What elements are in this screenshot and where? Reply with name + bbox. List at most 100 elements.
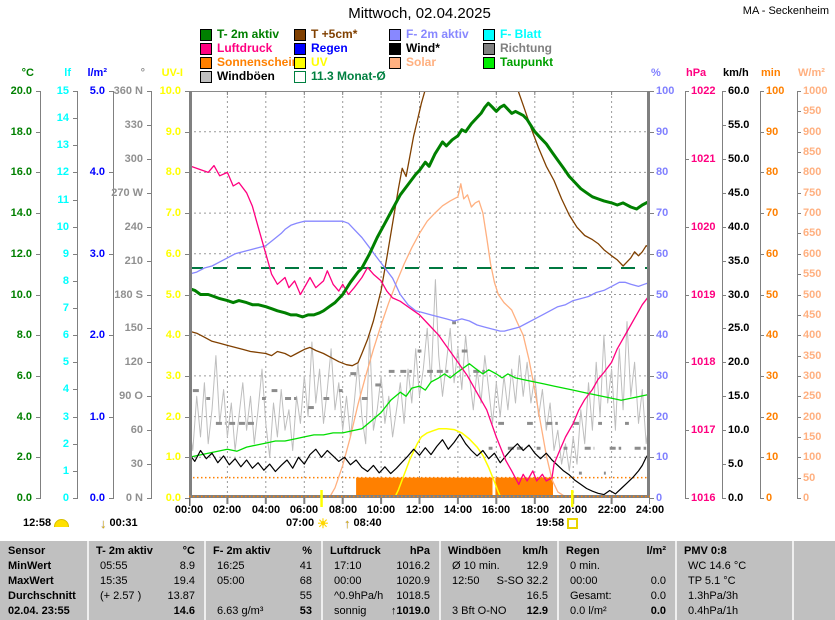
- legend-label: 11.3 Monat-Ø: [311, 69, 386, 83]
- axis-tick-label: 330: [124, 119, 143, 131]
- axis-tick: [185, 132, 189, 133]
- legend-swatch-T- 2m aktiv: [200, 29, 212, 41]
- table-cell-text: 17:10: [334, 560, 362, 572]
- table-header-unit: hPa: [409, 545, 430, 557]
- sunset-icon: [567, 517, 579, 529]
- legend-label: F- Blatt: [500, 27, 542, 41]
- axis-tick: [797, 315, 801, 316]
- legend-label: Taupunkt: [500, 55, 554, 69]
- axis-tick-label: 900: [803, 126, 822, 138]
- axis-tick: [685, 227, 689, 228]
- axis-tick: [685, 91, 689, 92]
- table-cell-text: sonnig: [334, 605, 367, 617]
- table-cell-text: 0 min.: [570, 560, 600, 572]
- axis-tick: [36, 172, 40, 173]
- axis-tick-label: 40: [766, 329, 779, 341]
- time-label: 00:00: [174, 504, 204, 516]
- axis-tick-label: 5: [62, 356, 69, 368]
- axis-tick: [73, 254, 77, 255]
- table-header: Luftdruck: [330, 545, 381, 557]
- time-label: 14:00: [443, 504, 473, 516]
- axis-tick: [760, 457, 764, 458]
- axis-tick-label: 2.0: [89, 329, 105, 341]
- axis-tick: [722, 193, 726, 194]
- axis-tick: [797, 111, 801, 112]
- axis-tick-label: 300: [803, 370, 822, 382]
- axis-tick: [797, 91, 801, 92]
- axis-unit-W/m²: W/m²: [798, 67, 825, 79]
- axis-tick-label: 11: [57, 194, 69, 206]
- axis-tick: [650, 213, 654, 214]
- axis-tick: [760, 254, 764, 255]
- axis-tick: [73, 417, 77, 418]
- legend-swatch-Regen: [294, 43, 306, 55]
- axis-tick: [797, 274, 801, 275]
- axis-tick-label: 0.0: [89, 492, 105, 504]
- axis-tick-label: 240: [124, 221, 143, 233]
- legend-swatch-Windböen: [200, 71, 212, 83]
- axis-tick: [722, 328, 726, 329]
- axis-tick: [185, 457, 189, 458]
- time-label: 02:00: [212, 504, 242, 516]
- time-label: 22:00: [597, 504, 627, 516]
- axis-line: [77, 91, 78, 499]
- table-separator: [87, 541, 89, 620]
- moonset-label: ↓ 00:31: [100, 517, 138, 530]
- legend-label: Solar: [406, 55, 437, 69]
- axis-line: [151, 91, 152, 499]
- axis-tick-label: 30: [766, 370, 779, 382]
- table-cell-value: 41: [299, 560, 312, 572]
- axis-tick: [109, 498, 113, 499]
- axis-tick-label: 14: [56, 112, 69, 124]
- axis-unit-l/m²: l/m²: [87, 67, 107, 79]
- axis-tick: [650, 498, 654, 499]
- axis-tick-label: 20: [656, 411, 669, 423]
- axis-tick-label: 4.0: [16, 411, 32, 423]
- axis-tick: [760, 376, 764, 377]
- legend-label: Regen: [311, 41, 348, 55]
- axis-tick-label: 400: [803, 329, 822, 341]
- axis-tick: [797, 335, 801, 336]
- table-cell-value: S-SO 32.2: [496, 575, 548, 587]
- axis-tick: [760, 172, 764, 173]
- axis-tick-label: 8.0: [16, 329, 32, 341]
- axis-tick: [36, 295, 40, 296]
- axis-tick-label: 1016: [691, 492, 716, 504]
- axis-tick-label: 12: [56, 166, 69, 178]
- culmination-icon: [54, 519, 70, 527]
- sunrise-icon: ☀: [317, 515, 329, 531]
- legend-swatch-UV: [294, 57, 306, 69]
- axis-tick: [650, 376, 654, 377]
- axis-tick-label: 550: [803, 268, 822, 280]
- axis-tick: [760, 417, 764, 418]
- axis-tick-label: 0: [62, 492, 69, 504]
- axis-tick-label: 850: [803, 146, 822, 158]
- axis-tick-label: 1018: [691, 356, 716, 368]
- axis-tick: [760, 498, 764, 499]
- axis-tick-label: 12.0: [10, 248, 32, 260]
- table-row-label: MinWert: [8, 560, 52, 572]
- axis-tick: [797, 396, 801, 397]
- table-separator: [439, 541, 441, 620]
- axis-tick: [36, 498, 40, 499]
- table-header: Regen: [566, 545, 600, 557]
- axis-tick-label: 100: [766, 85, 785, 97]
- axis-tick-label: 90: [656, 126, 669, 138]
- table-cell-value: ↑1019.0: [390, 605, 430, 617]
- axis-tick: [73, 145, 77, 146]
- axis-tick: [109, 172, 113, 173]
- axis-tick-label: 90: [766, 126, 779, 138]
- axis-tick: [36, 132, 40, 133]
- axis-tick: [797, 478, 801, 479]
- axis-tick-label: 55.0: [728, 119, 750, 131]
- legend-label: T +5cm*: [311, 27, 358, 41]
- axis-tick: [797, 152, 801, 153]
- moonrise-icon: ↑: [344, 515, 351, 531]
- table-cell-value: 1018.5: [396, 590, 430, 602]
- axis-tick-label: 650: [803, 227, 822, 239]
- axis-tick-label: 35.0: [728, 255, 750, 267]
- axis-tick-label: 0 N: [125, 492, 143, 504]
- table-header: F- 2m aktiv: [213, 545, 271, 557]
- table-row-label: MaxWert: [8, 575, 54, 587]
